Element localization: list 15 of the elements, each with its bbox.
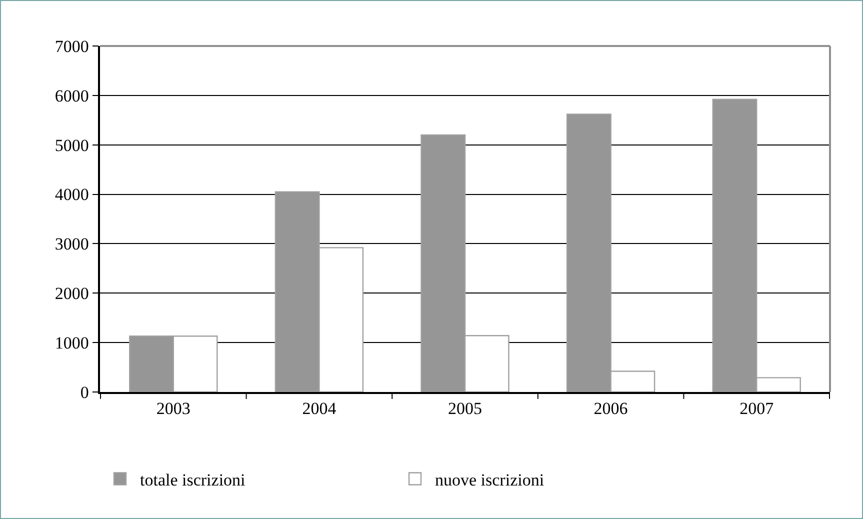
x-tick-label: 2003 [156, 399, 190, 418]
x-tick-label: 2005 [448, 399, 482, 418]
y-tick-label: 5000 [54, 136, 89, 155]
legend-label: nuove iscrizioni [435, 470, 544, 490]
x-tick-label: 2004 [302, 399, 337, 418]
y-tick-label: 1000 [54, 334, 89, 353]
y-tick-label: 4000 [54, 185, 89, 204]
x-tick-label: 2007 [740, 399, 774, 418]
legend-label: totale iscrizioni [140, 470, 246, 490]
y-tick-label: 3000 [54, 234, 89, 254]
y-tick-label: 6000 [54, 86, 89, 106]
y-tick-label: 0 [80, 382, 89, 402]
y-tick-label: 2000 [54, 284, 89, 304]
x-tick-label: 2006 [594, 399, 628, 418]
y-tick-label: 7000 [54, 36, 89, 56]
